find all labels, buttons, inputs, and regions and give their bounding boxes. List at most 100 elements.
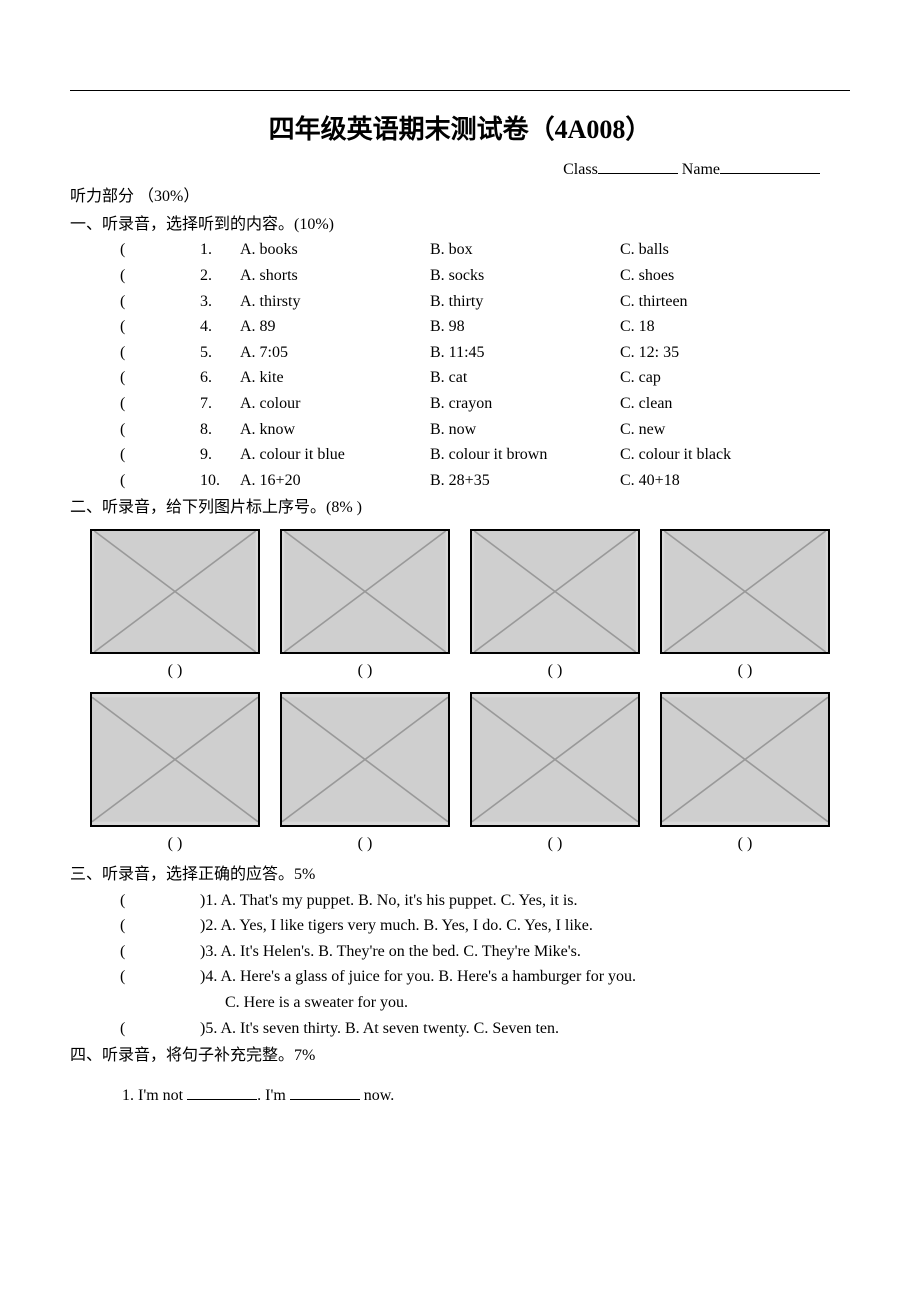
q3-text: )1. A. That's my puppet. B. No, it's his… — [200, 892, 578, 909]
option-b: B. 11:45 — [430, 340, 620, 366]
top-rule — [70, 90, 850, 91]
answer-paren[interactable]: ( ) — [660, 658, 830, 684]
answer-paren[interactable]: ( — [120, 263, 200, 289]
answer-paren[interactable]: ( — [120, 964, 200, 990]
q1-row: ( 1. A. books B. box C. balls — [70, 237, 850, 263]
section4-heading: 四、听录音，将句子补充完整。7% — [70, 1043, 850, 1069]
answer-paren[interactable]: ( — [120, 365, 200, 391]
q3-text: )4. A. Here's a glass of juice for you. … — [200, 968, 636, 985]
option-a: A. colour it blue — [240, 442, 430, 468]
paren-row-2: ( ) ( ) ( ) ( ) — [70, 831, 850, 857]
answer-paren[interactable]: ( ) — [280, 658, 450, 684]
class-name-line: Class Name — [70, 157, 850, 183]
option-b: B. thirty — [430, 289, 620, 315]
name-blank[interactable] — [720, 157, 820, 174]
q3-row: ( )4. A. Here's a glass of juice for you… — [70, 964, 850, 990]
q3-text: )2. A. Yes, I like tigers very much. B. … — [200, 917, 593, 934]
option-a: A. 89 — [240, 314, 430, 340]
q4-text-post: now. — [360, 1087, 395, 1104]
q4-row: 1. I'm not . I'm now. — [70, 1083, 850, 1109]
answer-paren[interactable]: ( — [120, 391, 200, 417]
option-a: A. colour — [240, 391, 430, 417]
answer-paren[interactable]: ( — [120, 289, 200, 315]
q-number: 2. — [200, 263, 240, 289]
q3-text: )5. A. It's seven thirty. B. At seven tw… — [200, 1020, 559, 1037]
answer-paren[interactable]: ( — [120, 1016, 200, 1042]
q-number: 3. — [200, 289, 240, 315]
picture-4 — [660, 529, 830, 654]
section3-body: ( )1. A. That's my puppet. B. No, it's h… — [70, 888, 850, 1042]
picture-1 — [90, 529, 260, 654]
answer-paren[interactable]: ( ) — [660, 831, 830, 857]
option-a: A. kite — [240, 365, 430, 391]
image-row-1 — [70, 529, 850, 654]
picture-8 — [660, 692, 830, 827]
option-b: B. 28+35 — [430, 468, 620, 494]
option-c: C. colour it black — [620, 442, 850, 468]
answer-paren[interactable]: ( — [120, 888, 200, 914]
section3-heading: 三、听录音，选择正确的应答。5% — [70, 862, 850, 888]
q1-row: ( 6. A. kite B. cat C. cap — [70, 365, 850, 391]
picture-3 — [470, 529, 640, 654]
answer-paren[interactable]: ( — [120, 442, 200, 468]
q1-row: ( 7. A. colour B. crayon C. clean — [70, 391, 850, 417]
option-c: C. clean — [620, 391, 850, 417]
q1-row: ( 4. A. 89 B. 98 C. 18 — [70, 314, 850, 340]
q-number: 10. — [200, 468, 240, 494]
answer-paren[interactable]: ( — [120, 417, 200, 443]
section1-body: ( 1. A. books B. box C. balls ( 2. A. sh… — [70, 237, 850, 493]
q1-row: ( 10. A. 16+20 B. 28+35 C. 40+18 — [70, 468, 850, 494]
picture-7 — [470, 692, 640, 827]
class-label: Class — [563, 161, 598, 178]
answer-paren[interactable]: ( — [120, 237, 200, 263]
listening-header: 听力部分 （30%） — [70, 184, 850, 210]
option-b: B. box — [430, 237, 620, 263]
q-number: 5. — [200, 340, 240, 366]
q4-text-mid: . I'm — [257, 1087, 290, 1104]
fill-blank[interactable] — [187, 1083, 257, 1100]
q3-row: ( )5. A. It's seven thirty. B. At seven … — [70, 1016, 850, 1042]
option-c: C. 12: 35 — [620, 340, 850, 366]
option-c: C. thirteen — [620, 289, 850, 315]
q3-row: ( )1. A. That's my puppet. B. No, it's h… — [70, 888, 850, 914]
picture-6 — [280, 692, 450, 827]
answer-paren[interactable]: ( ) — [90, 831, 260, 857]
answer-paren[interactable]: ( ) — [280, 831, 450, 857]
answer-paren[interactable]: ( — [120, 314, 200, 340]
q1-row: ( 2. A. shorts B. socks C. shoes — [70, 263, 850, 289]
answer-paren[interactable]: ( ) — [470, 831, 640, 857]
answer-paren[interactable]: ( ) — [90, 658, 260, 684]
paren-row-1: ( ) ( ) ( ) ( ) — [70, 658, 850, 684]
q3-text: C. Here is a sweater for you. — [225, 994, 408, 1011]
q3-row: ( )3. A. It's Helen's. B. They're on the… — [70, 939, 850, 965]
option-b: B. now — [430, 417, 620, 443]
picture-2 — [280, 529, 450, 654]
option-a: A. 7:05 — [240, 340, 430, 366]
q-number: 9. — [200, 442, 240, 468]
q-number: 7. — [200, 391, 240, 417]
page-title: 四年级英语期末测试卷（4A008） — [70, 109, 850, 151]
q1-row: ( 9. A. colour it blue B. colour it brow… — [70, 442, 850, 468]
name-label: Name — [682, 161, 720, 178]
option-c: C. balls — [620, 237, 850, 263]
option-a: A. know — [240, 417, 430, 443]
answer-paren[interactable]: ( — [120, 913, 200, 939]
q1-row: ( 8. A. know B. now C. new — [70, 417, 850, 443]
q3-row-cont: C. Here is a sweater for you. — [70, 990, 850, 1016]
option-b: B. 98 — [430, 314, 620, 340]
option-b: B. crayon — [430, 391, 620, 417]
picture-5 — [90, 692, 260, 827]
option-a: A. 16+20 — [240, 468, 430, 494]
option-c: C. 18 — [620, 314, 850, 340]
answer-paren[interactable]: ( — [120, 939, 200, 965]
option-b: B. colour it brown — [430, 442, 620, 468]
image-row-2 — [70, 692, 850, 827]
class-blank[interactable] — [598, 157, 678, 174]
fill-blank[interactable] — [290, 1083, 360, 1100]
answer-paren[interactable]: ( — [120, 468, 200, 494]
answer-paren[interactable]: ( — [120, 340, 200, 366]
q3-text: )3. A. It's Helen's. B. They're on the b… — [200, 943, 581, 960]
answer-paren[interactable]: ( ) — [470, 658, 640, 684]
q3-row: ( )2. A. Yes, I like tigers very much. B… — [70, 913, 850, 939]
section1-heading: 一、听录音，选择听到的内容。(10%) — [70, 212, 850, 238]
